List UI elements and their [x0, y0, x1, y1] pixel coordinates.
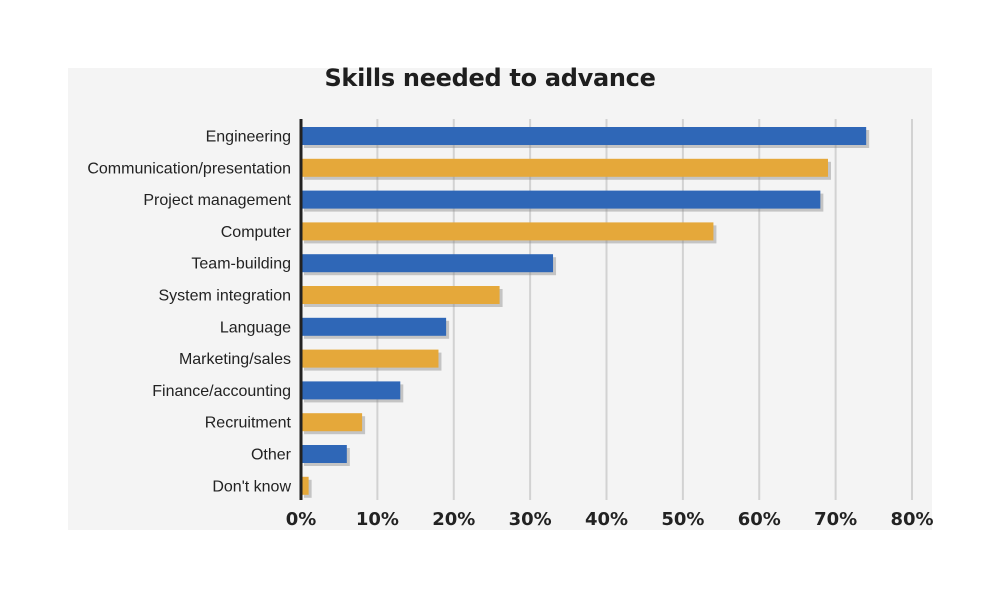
category-label: System integration	[158, 288, 291, 305]
x-tick-label: 70%	[814, 509, 857, 530]
x-tick-label: 60%	[738, 509, 781, 530]
bar	[301, 317, 447, 336]
bar	[301, 190, 821, 209]
bar	[301, 413, 363, 432]
x-tick-label: 50%	[661, 509, 704, 530]
category-label: Finance/accounting	[152, 383, 291, 400]
category-label: Language	[220, 319, 291, 336]
x-tick-label: 20%	[432, 509, 475, 530]
category-label: Project management	[143, 192, 291, 209]
bar	[301, 127, 867, 145]
category-label: Other	[251, 447, 292, 464]
x-tick-label: 40%	[585, 509, 628, 530]
grid-lines	[376, 119, 913, 500]
x-tick-label: 30%	[509, 509, 552, 530]
x-tick-label: 0%	[286, 509, 317, 530]
bar	[301, 158, 828, 177]
bar	[301, 254, 554, 273]
bar	[301, 349, 439, 368]
category-label: Team-building	[191, 256, 291, 273]
category-label: Communication/presentation	[87, 160, 291, 177]
x-tick-labels: 0% 10% 20% 30% 40% 50% 60% 70% 80%	[286, 509, 934, 530]
category-label: Marketing/sales	[179, 351, 291, 368]
chart-title: Skills needed to advance	[324, 64, 656, 92]
category-label: Computer	[221, 224, 292, 241]
x-tick-label: 10%	[356, 509, 399, 530]
bars	[301, 127, 870, 498]
category-label: Don't know	[212, 478, 291, 495]
bar	[301, 222, 714, 241]
bar	[301, 476, 309, 495]
category-label: Recruitment	[205, 415, 292, 432]
category-labels: Engineering Communication/presentation Pro…	[87, 129, 291, 496]
bar	[301, 286, 500, 304]
category-label: Engineering	[206, 129, 291, 146]
bar	[301, 445, 347, 463]
bar	[301, 381, 401, 400]
x-tick-label: 80%	[890, 509, 933, 530]
